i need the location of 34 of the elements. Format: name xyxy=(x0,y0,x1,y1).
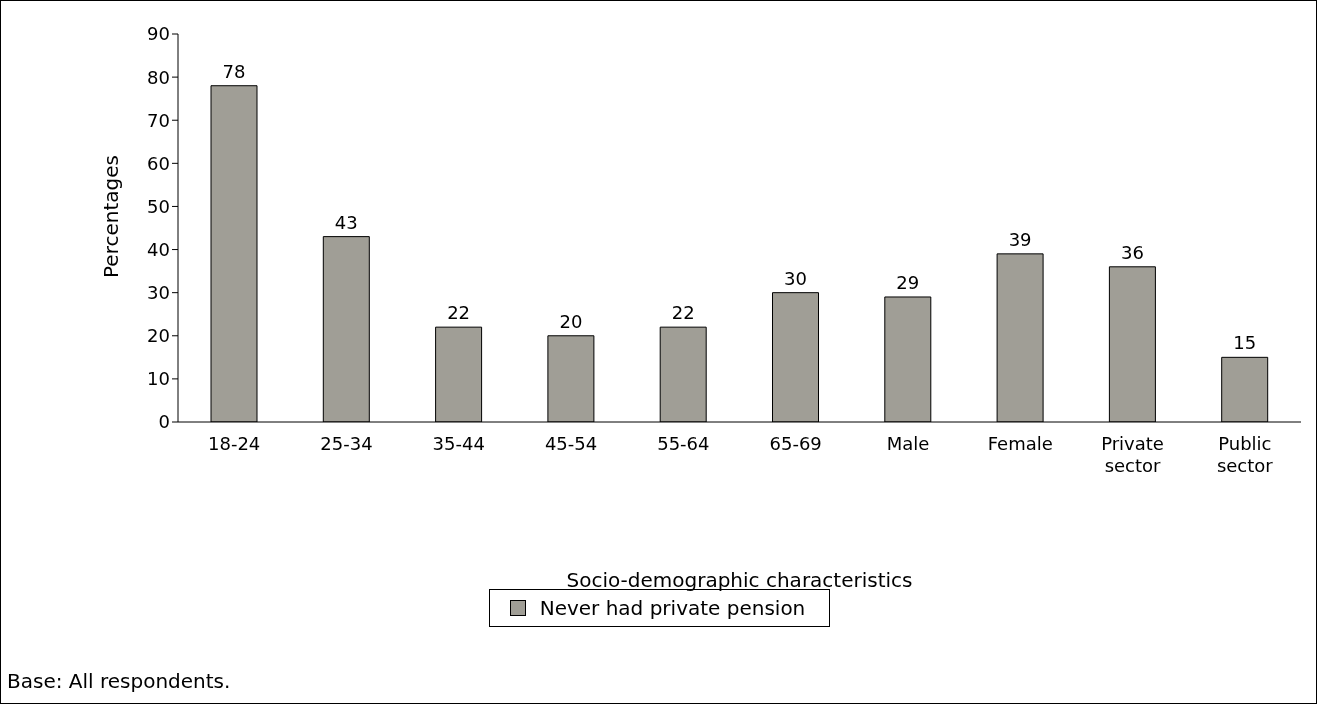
x-tick-label: 35-44 xyxy=(432,433,485,454)
x-tick-label: Private sector xyxy=(1101,433,1164,476)
data-label: 43 xyxy=(334,211,358,233)
x-tick-label: 45-54 xyxy=(544,433,598,454)
y-tick-label: 20 xyxy=(147,325,170,347)
data-label: 30 xyxy=(784,267,807,289)
data-label: 78 xyxy=(222,60,246,82)
x-tick-label: 65-69 xyxy=(769,433,822,454)
y-tick-label: 40 xyxy=(147,238,170,260)
x-tick-label: 25-34 xyxy=(320,433,373,454)
data-label: 22 xyxy=(447,302,471,324)
x-tick-label: Female xyxy=(987,433,1053,454)
data-label: 39 xyxy=(1008,228,1032,250)
x-tick-label: Male xyxy=(886,433,930,454)
x-tick-label: 55-64 xyxy=(657,433,710,454)
x-axis-title: Socio-demographic characteristics xyxy=(565,568,914,592)
y-tick-label: 10 xyxy=(147,368,170,390)
y-axis-title: Percentages xyxy=(99,155,124,278)
y-tick-label: 70 xyxy=(147,109,170,131)
y-tick-label: 80 xyxy=(147,66,170,88)
x-tick-label: Public sector xyxy=(1216,433,1274,476)
x-tick-label: 18-24 xyxy=(207,433,261,454)
data-label: 29 xyxy=(896,271,920,293)
y-tick-label: 60 xyxy=(147,152,170,174)
y-tick-label: 30 xyxy=(147,282,170,304)
data-label: 15 xyxy=(1233,332,1257,354)
data-label: 22 xyxy=(671,302,695,324)
legend-label: Never had private pension xyxy=(539,596,806,620)
text: Base: All respondents. xyxy=(7,669,231,693)
data-label: 20 xyxy=(559,310,583,332)
y-tick-label: 50 xyxy=(147,195,170,217)
y-tick-label: 0 xyxy=(158,411,170,433)
data-label: 36 xyxy=(1120,241,1144,263)
y-tick-label: 90 xyxy=(147,23,170,45)
